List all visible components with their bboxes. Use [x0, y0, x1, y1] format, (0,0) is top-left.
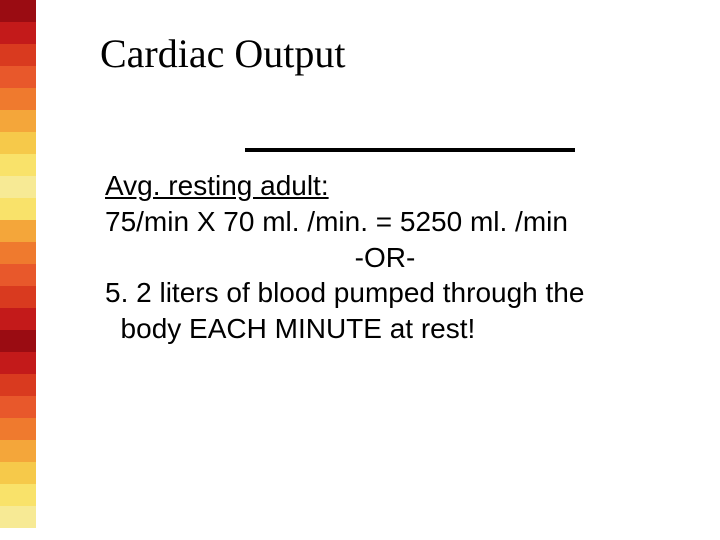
stripe-bar — [0, 0, 36, 22]
slide: Cardiac Output Avg. resting adult: 75/mi… — [0, 0, 720, 540]
stripe-bar — [0, 264, 36, 286]
stripe-bar — [0, 374, 36, 396]
stripe-bar — [0, 484, 36, 506]
stripe-bar — [0, 220, 36, 242]
stripe-bar — [0, 198, 36, 220]
slide-title: Cardiac Output — [100, 30, 346, 77]
title-divider — [245, 148, 575, 152]
stripe-bar — [0, 242, 36, 264]
stripe-bar — [0, 352, 36, 374]
stripe-bar — [0, 308, 36, 330]
stripe-bar — [0, 418, 36, 440]
stripe-bar — [0, 44, 36, 66]
body-line-3a: 5. 2 liters of blood pumped through the — [105, 275, 665, 311]
body-line-or: -OR- — [105, 240, 665, 276]
decorative-stripe — [0, 0, 36, 540]
body-line-3b: body EACH MINUTE at rest! — [105, 311, 665, 347]
stripe-bar — [0, 286, 36, 308]
stripe-bar — [0, 110, 36, 132]
stripe-bar — [0, 176, 36, 198]
stripe-bar — [0, 506, 36, 528]
stripe-bar — [0, 88, 36, 110]
stripe-bar — [0, 462, 36, 484]
body-line-1: 75/min X 70 ml. /min. = 5250 ml. /min — [105, 204, 665, 240]
body-subhead: Avg. resting adult: — [105, 170, 329, 201]
stripe-bar — [0, 154, 36, 176]
stripe-bar — [0, 66, 36, 88]
stripe-bar — [0, 132, 36, 154]
stripe-bar — [0, 396, 36, 418]
stripe-bar — [0, 22, 36, 44]
slide-body: Avg. resting adult: 75/min X 70 ml. /min… — [105, 168, 665, 347]
stripe-bar — [0, 528, 36, 540]
stripe-bar — [0, 330, 36, 352]
stripe-bar — [0, 440, 36, 462]
